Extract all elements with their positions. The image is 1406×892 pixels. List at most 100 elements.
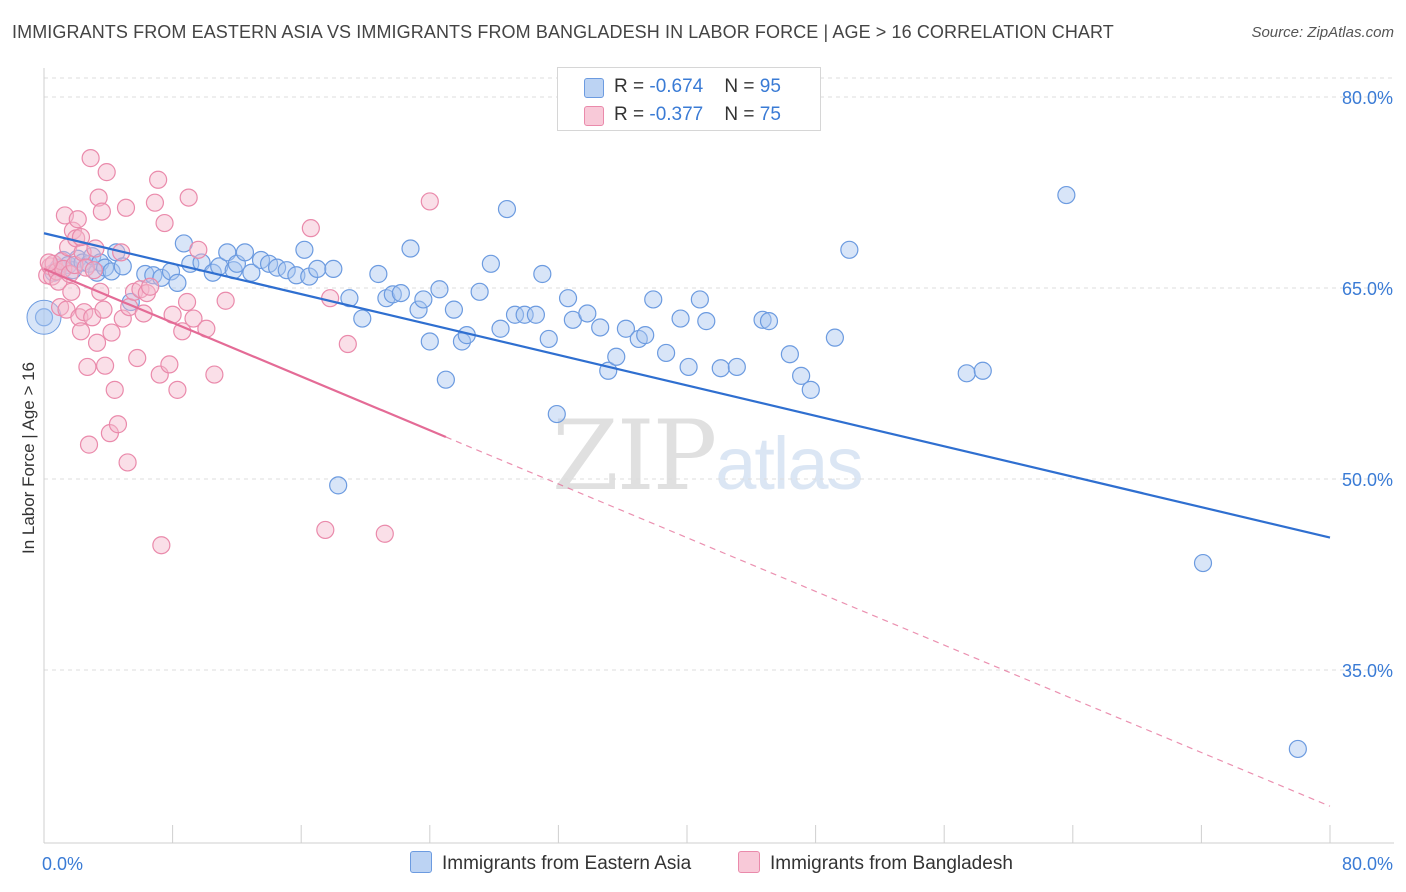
- point-eastern-asia: [973, 361, 992, 380]
- point-eastern-asia: [1057, 185, 1076, 205]
- point-bangladesh: [149, 170, 168, 189]
- point-bangladesh: [84, 261, 103, 280]
- trend-lines: [43, 232, 1331, 807]
- point-eastern-asia: [607, 347, 626, 366]
- point-eastern-asia: [401, 239, 420, 258]
- point-bangladesh: [301, 219, 320, 238]
- point-eastern-asia: [353, 309, 372, 328]
- bottom-legend-bangladesh: Immigrants from Bangladesh: [738, 851, 1013, 875]
- trend-line-bangladesh: [43, 267, 447, 438]
- legend-box: R = -0.674 N = 95 R = -0.377 N = 75: [557, 67, 821, 131]
- point-eastern-asia: [391, 283, 410, 303]
- point-bangladesh: [179, 188, 198, 207]
- axes: [43, 68, 1394, 844]
- y-axis-label: In Labor Force | Age > 16: [19, 362, 38, 554]
- point-eastern-asia: [644, 290, 663, 309]
- trend-line-eastern-asia: [43, 232, 1331, 539]
- point-eastern-asia: [690, 290, 709, 309]
- point-eastern-asia: [616, 319, 636, 338]
- point-eastern-asia: [470, 282, 489, 301]
- point-bangladesh: [102, 323, 121, 342]
- point-bangladesh: [116, 198, 136, 217]
- point-bangladesh: [97, 163, 116, 182]
- trend-line-bangladesh-extension: [445, 436, 1331, 807]
- point-bangladesh: [87, 333, 107, 352]
- y-tick-label: 35.0%: [1342, 661, 1393, 681]
- point-bangladesh: [92, 202, 111, 221]
- y-tick-label: 80.0%: [1342, 88, 1393, 108]
- point-eastern-asia: [547, 404, 566, 424]
- point-eastern-asia: [369, 264, 388, 284]
- point-bangladesh: [94, 300, 113, 319]
- point-eastern-asia: [636, 326, 655, 345]
- point-bangladesh: [78, 357, 97, 377]
- x-tick-label-start: 0.0%: [42, 854, 83, 874]
- point-bangladesh: [168, 380, 187, 399]
- point-eastern-asia: [235, 243, 255, 262]
- y-tick-label: 65.0%: [1342, 279, 1393, 299]
- series-eastern-asia-points: [26, 185, 1307, 759]
- point-eastern-asia: [591, 318, 610, 337]
- point-bangladesh: [420, 192, 439, 211]
- point-bangladesh: [89, 188, 108, 207]
- source-credit: Source: ZipAtlas.com: [1251, 24, 1394, 41]
- bottom-legend-swatch-blue: [410, 851, 432, 873]
- point-bangladesh: [321, 289, 340, 308]
- point-eastern-asia: [295, 240, 314, 259]
- x-tick-label-end: 80.0%: [1342, 854, 1393, 874]
- point-eastern-asia: [533, 264, 552, 284]
- point-bangladesh: [189, 240, 208, 259]
- bottom-legend-label-bangladesh: Immigrants from Bangladesh: [770, 853, 1013, 874]
- point-bangladesh: [177, 292, 197, 312]
- point-eastern-asia: [657, 343, 676, 363]
- bottom-legend-eastern-asia: Immigrants from Eastern Asia: [410, 851, 691, 875]
- point-bangladesh: [316, 520, 335, 540]
- point-bangladesh: [140, 277, 160, 296]
- series-bangladesh-points: [38, 149, 439, 555]
- point-eastern-asia: [340, 289, 359, 308]
- point-eastern-asia: [287, 266, 306, 285]
- point-eastern-asia: [526, 305, 545, 324]
- point-bangladesh: [145, 193, 165, 212]
- axis-labels: 35.0% 50.0% 65.0% 80.0% 0.0% 80.0% In Labor Fo…: [19, 88, 1393, 874]
- point-bangladesh: [105, 380, 124, 399]
- legend-text-bangladesh: R = -0.377 N = 75: [614, 104, 781, 125]
- point-eastern-asia: [679, 357, 698, 377]
- point-bangladesh: [128, 348, 147, 368]
- point-eastern-asia: [780, 345, 799, 364]
- point-bangladesh: [86, 239, 105, 258]
- bottom-legend-label-eastern-asia: Immigrants from Eastern Asia: [442, 853, 692, 874]
- point-bangladesh: [81, 149, 100, 168]
- legend-swatch-blue: [584, 78, 604, 98]
- point-eastern-asia: [34, 308, 54, 327]
- point-bangladesh: [152, 536, 171, 555]
- point-eastern-asia: [409, 300, 428, 319]
- point-eastern-asia: [753, 310, 772, 329]
- point-eastern-asia: [578, 304, 597, 323]
- point-eastern-asia: [113, 257, 132, 276]
- chart-title: IMMIGRANTS FROM EASTERN ASIA VS IMMIGRAN…: [12, 22, 1114, 42]
- point-eastern-asia: [759, 312, 779, 331]
- point-eastern-asia: [497, 199, 517, 219]
- watermark-atlas: atlas: [715, 422, 863, 505]
- point-eastern-asia: [414, 290, 433, 309]
- point-bangladesh: [79, 435, 99, 454]
- point-eastern-asia: [436, 370, 455, 389]
- point-bangladesh: [71, 322, 91, 341]
- point-eastern-asia: [420, 332, 439, 351]
- point-eastern-asia: [671, 309, 690, 328]
- point-bangladesh: [375, 524, 394, 543]
- point-eastern-asia: [957, 364, 976, 383]
- point-eastern-asia: [792, 366, 811, 385]
- point-eastern-asia: [1288, 739, 1307, 759]
- point-eastern-asia: [277, 261, 296, 280]
- point-bangladesh: [160, 355, 179, 374]
- point-eastern-asia: [727, 357, 746, 377]
- point-eastern-asia: [505, 305, 525, 324]
- point-eastern-asia: [558, 289, 578, 308]
- point-bangladesh: [62, 282, 81, 301]
- point-eastern-asia: [825, 328, 844, 347]
- y-tick-label: 50.0%: [1342, 470, 1393, 490]
- point-eastern-asia: [329, 476, 348, 495]
